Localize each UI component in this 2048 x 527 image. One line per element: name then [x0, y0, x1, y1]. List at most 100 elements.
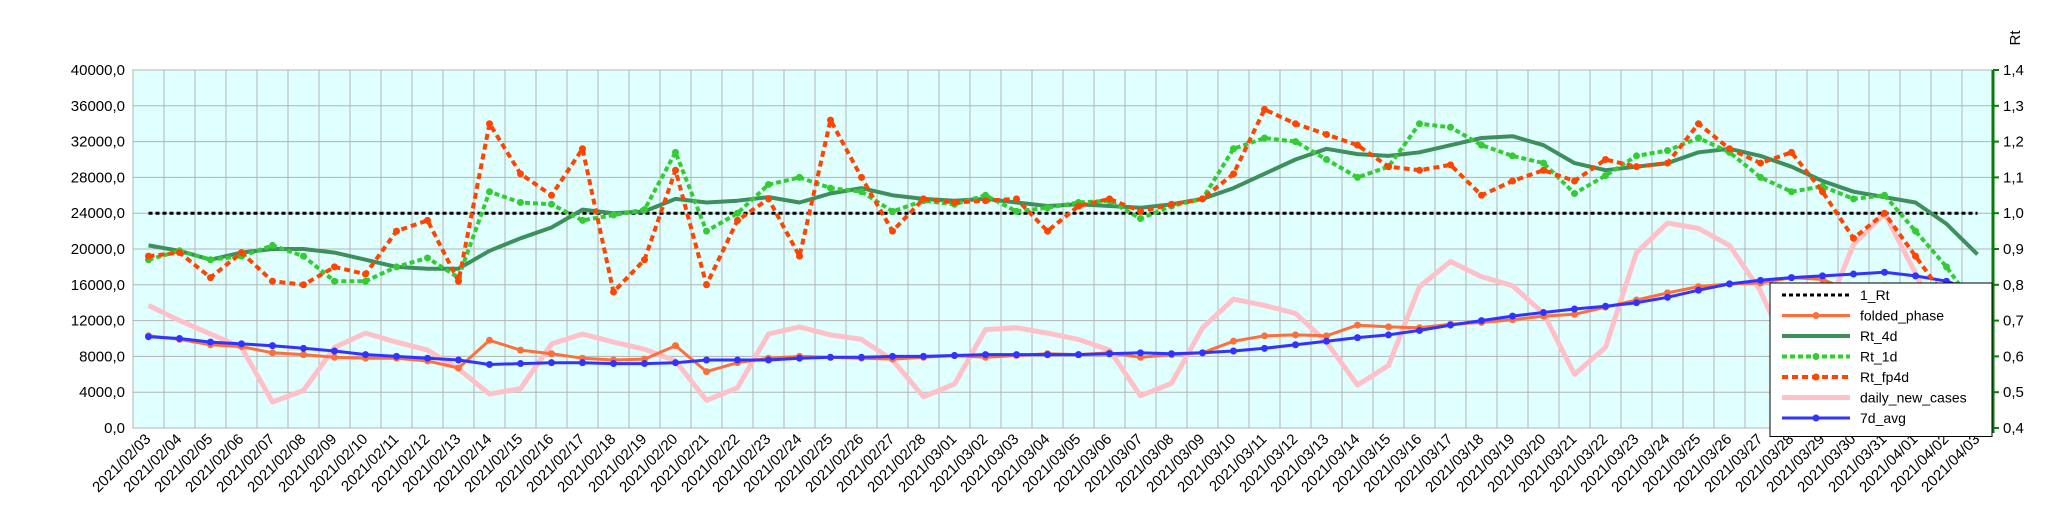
data-point — [796, 173, 803, 181]
data-point — [827, 184, 834, 192]
data-point — [1447, 161, 1454, 169]
data-point — [517, 346, 524, 354]
data-point — [1199, 349, 1206, 357]
data-point — [1416, 120, 1423, 128]
data-point — [734, 209, 741, 217]
data-point — [1354, 173, 1361, 181]
data-point — [920, 195, 927, 203]
legend-item: daily_new_cases — [1782, 390, 1967, 406]
right-axis-ticks: 0,4 0,5 0,6 0,7 0,8 0,9 1,0 1,1 1,2 1,3 1,4 — [1993, 62, 2024, 437]
data-point — [331, 347, 338, 355]
data-point — [1912, 252, 1919, 260]
data-point — [145, 252, 152, 260]
data-point — [1416, 326, 1423, 334]
data-point — [331, 353, 338, 361]
data-point — [207, 256, 214, 264]
legend-label: folded_phase — [1860, 308, 1944, 324]
data-point — [1013, 207, 1020, 215]
data-point — [1044, 351, 1051, 359]
data-point — [1354, 321, 1361, 329]
data-point — [703, 281, 710, 289]
data-point — [1788, 274, 1795, 282]
left-tick-label: 16000,0 — [71, 277, 125, 294]
data-point — [1013, 351, 1020, 359]
left-tick-label: 40000,0 — [71, 62, 125, 79]
legend-marker — [1812, 373, 1820, 381]
data-point — [1571, 190, 1578, 198]
data-point — [1230, 337, 1237, 345]
legend-label: daily_new_cases — [1860, 390, 1967, 406]
data-point — [1850, 234, 1857, 242]
data-point — [1757, 173, 1764, 181]
left-tick-label: 4000,0 — [79, 384, 125, 401]
data-point — [1819, 188, 1826, 196]
data-point — [1602, 156, 1609, 163]
right-tick-label: 1,3 — [2003, 98, 2024, 115]
data-point — [486, 188, 493, 196]
left-tick-label: 0,0 — [104, 420, 125, 437]
data-point — [1633, 152, 1640, 160]
data-point — [548, 200, 555, 208]
data-point — [889, 207, 896, 215]
legend-item: 7d_avg — [1782, 410, 1906, 426]
legend-marker — [1812, 414, 1820, 422]
data-point — [610, 288, 617, 296]
data-point — [1044, 204, 1051, 212]
series-Rt-1d — [145, 120, 1981, 314]
data-point — [1323, 130, 1330, 138]
legend-item: Rt_1d — [1782, 349, 1897, 365]
data-point — [1447, 123, 1454, 131]
data-point — [517, 198, 524, 206]
data-point — [548, 359, 555, 367]
data-point — [1664, 293, 1671, 301]
series-layer — [145, 105, 1981, 405]
data-point — [486, 120, 493, 128]
data-point — [1912, 227, 1919, 235]
data-point — [1757, 159, 1764, 167]
data-point — [331, 277, 338, 285]
data-point — [827, 353, 834, 361]
data-point — [1571, 177, 1578, 185]
data-point — [796, 252, 803, 260]
data-point — [1912, 272, 1919, 280]
data-point — [1478, 191, 1485, 199]
left-tick-label: 32000,0 — [71, 134, 125, 151]
data-point — [1385, 163, 1392, 171]
left-tick-label: 24000,0 — [71, 205, 125, 222]
data-point — [765, 195, 772, 203]
data-point — [1168, 350, 1175, 358]
data-point — [1788, 188, 1795, 196]
data-point — [1726, 145, 1733, 153]
series-line — [148, 270, 1978, 366]
data-point — [486, 360, 493, 368]
data-point — [393, 227, 400, 235]
data-point — [951, 352, 958, 360]
data-point — [238, 340, 245, 348]
data-point — [1540, 159, 1547, 167]
left-tick-label: 12000,0 — [71, 313, 125, 330]
right-tick-label: 0,5 — [2003, 384, 2024, 401]
data-point — [703, 227, 710, 235]
right-tick-label: 0,7 — [2003, 313, 2024, 330]
data-point — [858, 188, 865, 196]
right-tick-label: 1,2 — [2003, 134, 2024, 151]
data-point — [1633, 163, 1640, 171]
data-point — [548, 191, 555, 199]
data-point — [1602, 302, 1609, 310]
legend-item: 1_Rt — [1782, 287, 1890, 303]
data-point — [1416, 166, 1423, 174]
left-tick-label: 20000,0 — [71, 241, 125, 258]
legend-marker — [1812, 353, 1820, 360]
data-point — [424, 216, 431, 224]
data-point — [641, 206, 648, 214]
data-point — [1230, 145, 1237, 153]
data-point — [641, 360, 648, 368]
data-point — [1850, 195, 1857, 203]
data-point — [1168, 200, 1175, 208]
data-point — [269, 349, 276, 357]
data-point — [982, 197, 989, 205]
series-7d-avg — [145, 268, 1981, 368]
data-point — [610, 211, 617, 219]
data-point — [889, 352, 896, 360]
